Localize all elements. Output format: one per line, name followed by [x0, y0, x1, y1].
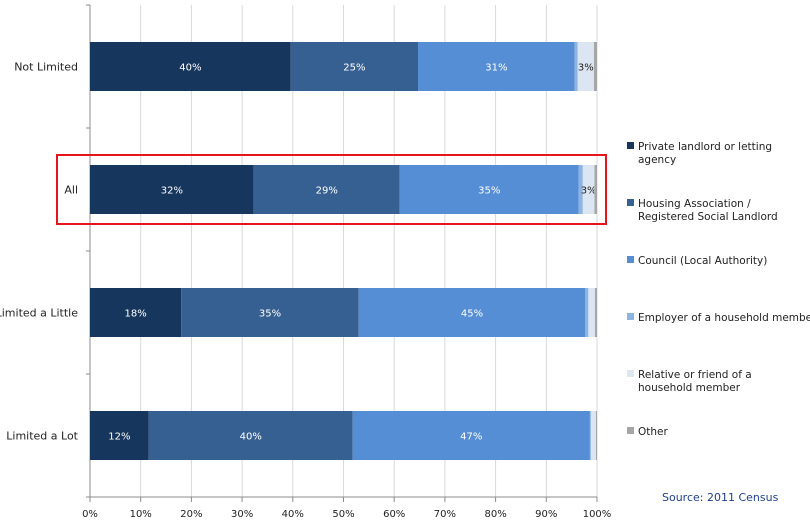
bar-segment [290, 42, 419, 91]
bar-segment [582, 165, 595, 214]
bar-data-label: 3% [578, 63, 594, 74]
x-tick-label: 50% [332, 509, 354, 520]
bar-segment [90, 288, 182, 337]
bar-segment [90, 411, 149, 460]
bar-data-label: 45% [461, 309, 483, 320]
x-tick-label: 20% [180, 509, 202, 520]
bars: 40% 25% 31% 3% 32% 29% 35% 3% 18% 35% 45% 12% 40% 47% [56, 42, 607, 460]
bar-data-label: 3% [581, 186, 597, 197]
source-note: Source: 2011 Census [662, 491, 779, 504]
bar-segment [90, 165, 254, 214]
bar-data-label: 35% [259, 309, 281, 320]
bar-data-label: 18% [125, 309, 147, 320]
bar-segment [585, 288, 589, 337]
x-axis-ticks: 0% 10% 20% 30% 40% 50% 60% 70% 80% 90% 100% [82, 497, 611, 520]
category-label: Not Limited [14, 61, 78, 74]
bar-data-label: 40% [240, 432, 262, 443]
legend-swatch [627, 256, 634, 263]
legend-swatch [627, 142, 634, 149]
bar-segment [90, 42, 291, 91]
legend-label: agency [638, 154, 676, 166]
bar-data-label: 47% [460, 432, 482, 443]
x-tick-label: 60% [383, 509, 405, 520]
bar-segment [590, 411, 596, 460]
bar-segment [594, 165, 597, 214]
bar-data-label: 32% [161, 186, 183, 197]
x-tick-label: 90% [535, 509, 557, 520]
bar-segment [418, 42, 575, 91]
bar-segment [578, 165, 583, 214]
bar-segment [595, 411, 597, 460]
bar-segment [577, 42, 594, 91]
bar-segment [358, 288, 586, 337]
category-label: All [64, 184, 78, 197]
category-label: Limited a Little [0, 307, 78, 320]
legend-label: Private landlord or letting [638, 141, 772, 153]
bar-data-label: 29% [316, 186, 338, 197]
legend-swatch [627, 370, 634, 377]
bar-segment [588, 288, 595, 337]
x-tick-label: 10% [130, 509, 152, 520]
legend-swatch [627, 199, 634, 206]
bar-data-label: 12% [108, 432, 130, 443]
legend-label: Relative or friend of a [638, 369, 752, 381]
category-labels: Not Limited All Limited a Little Limited a … [0, 61, 79, 443]
legend-label: Registered Social Landlord [638, 211, 778, 223]
legend-label: Other [638, 426, 668, 438]
bar-segment [589, 411, 591, 460]
x-tick-label: 0% [82, 509, 98, 520]
legend-swatch [627, 313, 634, 320]
legend-label: Council (Local Authority) [638, 255, 767, 267]
bar-segment [352, 411, 590, 460]
bar-data-label: 25% [343, 63, 365, 74]
bar-data-label: 35% [478, 186, 500, 197]
bar-segment [594, 288, 597, 337]
bar-data-label: 40% [179, 63, 201, 74]
bar-segment [399, 165, 579, 214]
x-tick-label: 80% [484, 509, 506, 520]
bar-segment [253, 165, 400, 214]
x-tick-label: 30% [231, 509, 253, 520]
x-tick-label: 70% [434, 509, 456, 520]
legend-label: household member [638, 382, 741, 394]
bar-segment [593, 42, 597, 91]
bar-segment [181, 288, 359, 337]
legend-swatch [627, 427, 634, 434]
bar-data-label: 31% [485, 63, 507, 74]
bar-segment [574, 42, 578, 91]
highlight-box [56, 154, 607, 225]
x-tick-label: 100% [583, 509, 612, 520]
x-tick-label: 40% [282, 509, 304, 520]
legend-label: Housing Association / [638, 198, 751, 210]
category-label: Limited a Lot [6, 430, 78, 443]
bar-segment [148, 411, 353, 460]
legend-label: Employer of a household member [638, 312, 810, 324]
